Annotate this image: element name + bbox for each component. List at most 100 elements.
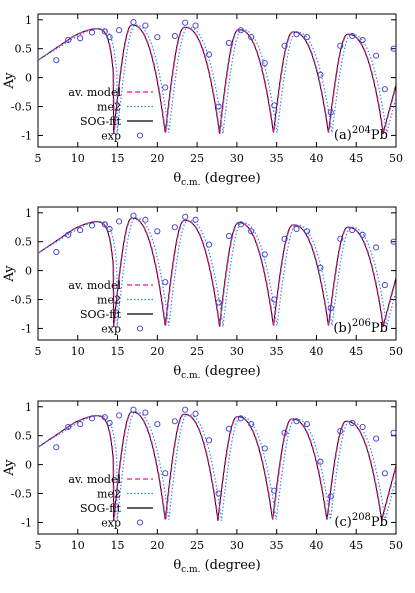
exp-point: [65, 423, 72, 431]
exp-point: [261, 445, 268, 452]
element-symbol: Pb: [371, 515, 388, 530]
plot-frame: [37, 13, 397, 148]
exp-point: [101, 28, 108, 35]
exp-point: [303, 34, 310, 41]
exp-point: [237, 27, 244, 34]
exp-point: [101, 221, 108, 228]
exp-point: [237, 415, 244, 422]
x-axis-label-symbol: θ: [173, 558, 181, 573]
x-axis-label: θc.m. (degree): [173, 364, 260, 381]
exp-point: [130, 406, 137, 413]
x-tick-label: 10: [71, 345, 85, 358]
x-tick-label: 5: [35, 152, 42, 165]
exp-point: [337, 42, 344, 49]
y-tick-label: 0: [25, 265, 32, 278]
exp-point: [130, 19, 137, 26]
x-tick-label: 35: [270, 345, 284, 358]
exp-point: [215, 299, 222, 306]
y-axis-label: Ay: [2, 72, 17, 90]
x-tick-label: 40: [309, 345, 323, 358]
exp-point: [373, 244, 380, 251]
x-axis-label-symbol: θ: [173, 364, 181, 379]
y-tick-label: -1: [21, 129, 32, 142]
exp-point: [77, 227, 84, 234]
x-tick-label: 30: [230, 345, 244, 358]
x-tick-label: 45: [349, 539, 363, 552]
legend-label: av. model: [68, 279, 121, 292]
exp-point: [89, 415, 96, 422]
exp-point: [248, 34, 255, 41]
exp-point: [225, 39, 232, 46]
panel-tag: (b): [333, 321, 351, 336]
exp-point: [154, 34, 161, 41]
curves: [38, 411, 396, 521]
element-symbol: Pb: [371, 128, 388, 143]
exp-point: [381, 86, 388, 93]
exp-point: [317, 458, 324, 465]
x-axis-label-unit: (degree): [200, 558, 260, 573]
exp-point: [182, 19, 189, 26]
mass-number: 204: [352, 125, 371, 136]
exp-point: [192, 410, 199, 417]
y-tick-label: 1: [25, 401, 32, 414]
legend-label: me2: [97, 101, 121, 114]
exp-point: [317, 71, 324, 78]
legend-label: exp: [101, 130, 121, 143]
x-tick-label: 20: [150, 539, 164, 552]
exp-point: [65, 36, 72, 44]
exp-point: [205, 241, 213, 248]
chart-panel-c: 5 10 15 20 25 30 35 40 45 50 1 0.5 0 -0.5 -1 Ay θc.m. (d…: [2, 400, 403, 575]
exp-point: [303, 228, 310, 235]
y-axis-label: Ay: [2, 265, 17, 283]
exp-point: [337, 235, 344, 242]
exp-point: [162, 84, 169, 91]
x-axis-label-unit: (degree): [200, 364, 260, 379]
exp-point: [317, 264, 324, 271]
exp-point: [349, 32, 356, 40]
exp-point: [327, 305, 334, 312]
exp-point: [130, 212, 137, 219]
y-tick-label: -0.5: [11, 488, 32, 501]
legend-marker-exp: [136, 519, 144, 526]
exp-point: [53, 444, 60, 451]
exp-point: [225, 232, 232, 239]
exp-point: [373, 435, 380, 442]
exp-point: [281, 235, 288, 242]
exp-point: [293, 225, 300, 233]
legend-label: SOG-fit: [80, 308, 122, 321]
exp-point: [142, 409, 149, 416]
exp-point: [271, 296, 278, 303]
y-tick-label: 0.5: [15, 43, 33, 56]
y-tick-label: 1: [25, 207, 32, 220]
x-tick-label: 25: [190, 539, 204, 552]
x-tick-label: 35: [270, 152, 284, 165]
nucleus-label: (b)206Pb: [333, 318, 388, 336]
exp-point: [116, 218, 123, 225]
x-tick-label: 15: [111, 345, 125, 358]
legend-label: SOG-fit: [80, 115, 122, 128]
exp-point: [327, 493, 334, 500]
legend-label: exp: [101, 323, 121, 336]
exp-point: [225, 425, 232, 432]
exp-point: [171, 224, 178, 231]
y-tick-label: 0.5: [15, 236, 33, 249]
exp-point: [154, 421, 161, 428]
exp-point: [106, 419, 113, 427]
exp-point: [205, 51, 213, 58]
nucleus-label: (a)204Pb: [334, 125, 388, 143]
panel-tag: (a): [334, 128, 352, 143]
exp-point: [116, 27, 123, 34]
exp-point: [390, 429, 397, 436]
series-me2: [38, 411, 396, 521]
exp-point: [359, 36, 366, 44]
x-tick-label: 15: [111, 152, 125, 165]
exp-point: [337, 428, 344, 435]
y-tick-label: 0: [25, 72, 32, 85]
y-tick-label: -1: [21, 516, 32, 529]
exp-point: [293, 31, 300, 38]
exp-point: [65, 231, 72, 238]
exp-point: [349, 419, 356, 427]
x-tick-label: 25: [190, 345, 204, 358]
